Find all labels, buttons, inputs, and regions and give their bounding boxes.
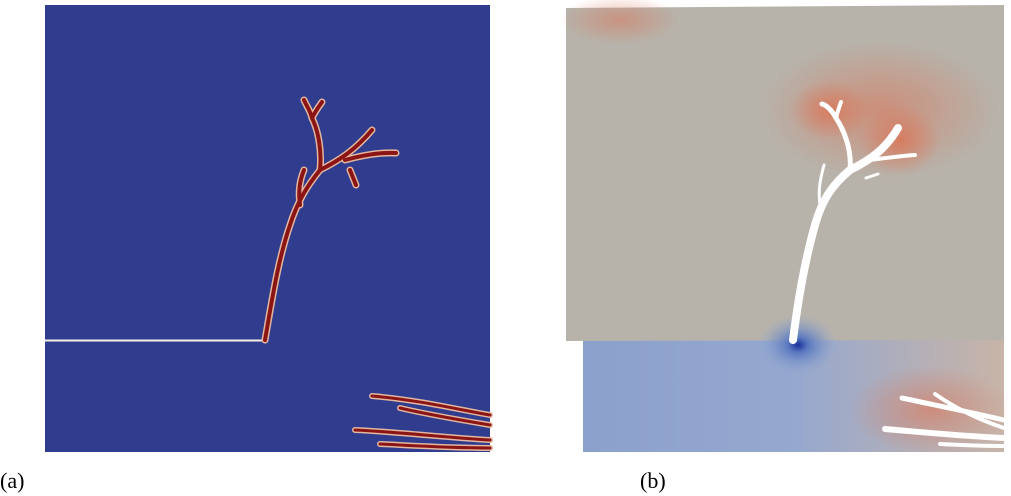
stress-region (560, 0, 680, 45)
panel-label: (a) (0, 468, 24, 493)
stress-region (850, 365, 1010, 455)
panel-a: (a) (0, 5, 493, 493)
domain (45, 5, 490, 452)
stress-region (758, 315, 838, 375)
panel-label: (b) (640, 468, 666, 493)
stress-region (860, 105, 940, 175)
crack-tree (261, 96, 493, 451)
panel-b: (b) (560, 0, 1010, 493)
crack-tree (789, 100, 1007, 448)
